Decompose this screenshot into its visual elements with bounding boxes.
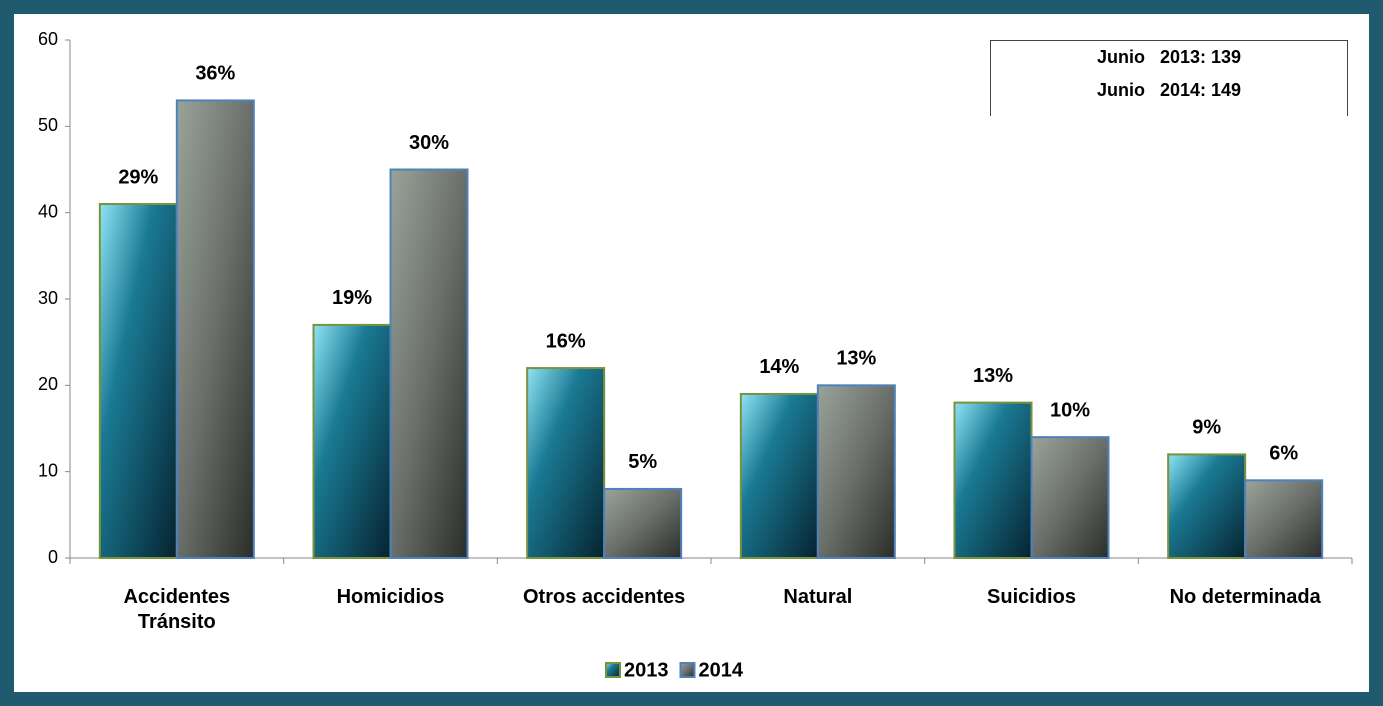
bar — [312, 323, 392, 559]
y-tick-label: 10 — [38, 460, 58, 480]
legend-swatch — [605, 662, 621, 678]
data-label: 13% — [973, 365, 1013, 387]
annotation: Junio 2013: 139 — [1096, 47, 1242, 67]
data-label: 9% — [1192, 417, 1221, 439]
data-label: 6% — [1269, 443, 1298, 465]
data-label: 36% — [195, 63, 235, 85]
data-label: 16% — [546, 330, 586, 352]
bar — [1244, 479, 1324, 559]
bar — [1167, 453, 1247, 559]
bar — [953, 401, 1033, 559]
data-label: 19% — [332, 287, 372, 309]
y-tick-label: 50 — [38, 115, 58, 135]
y-tick-label: 40 — [38, 201, 58, 221]
bar — [603, 487, 683, 559]
x-tick-label: Accidentes Tránsito — [123, 586, 231, 633]
data-label: 14% — [759, 356, 799, 378]
annotation-box: Junio 2013: 139 Junio 2014: 149 — [990, 40, 1348, 116]
bar — [739, 392, 819, 560]
annotation: Junio 2014: 149 — [1096, 80, 1242, 100]
x-tick-label: No determinada — [1169, 586, 1321, 608]
data-label: 30% — [409, 132, 449, 154]
y-tick-label: 30 — [38, 288, 58, 308]
bar — [1030, 436, 1110, 559]
y-tick-label: 0 — [48, 547, 58, 567]
legend-swatch — [679, 662, 696, 678]
bar — [98, 203, 178, 560]
legend-label: 2014 — [699, 659, 744, 681]
x-tick-label: Homicidios — [336, 586, 445, 608]
bar — [526, 367, 606, 560]
data-label: 13% — [836, 348, 876, 370]
y-tick-label: 60 — [38, 29, 58, 49]
legend-label: 2013 — [624, 659, 669, 681]
x-tick-label: Otros accidentes — [523, 586, 686, 608]
bar — [389, 168, 469, 559]
x-tick-label: Suicidios — [987, 586, 1076, 608]
data-label: 29% — [118, 166, 158, 188]
x-tick-label: Natural — [783, 586, 853, 608]
data-label: 10% — [1050, 399, 1090, 421]
y-tick-label: 20 — [38, 374, 58, 394]
bar — [175, 99, 255, 560]
bar — [816, 384, 896, 560]
data-label: 5% — [628, 451, 657, 473]
